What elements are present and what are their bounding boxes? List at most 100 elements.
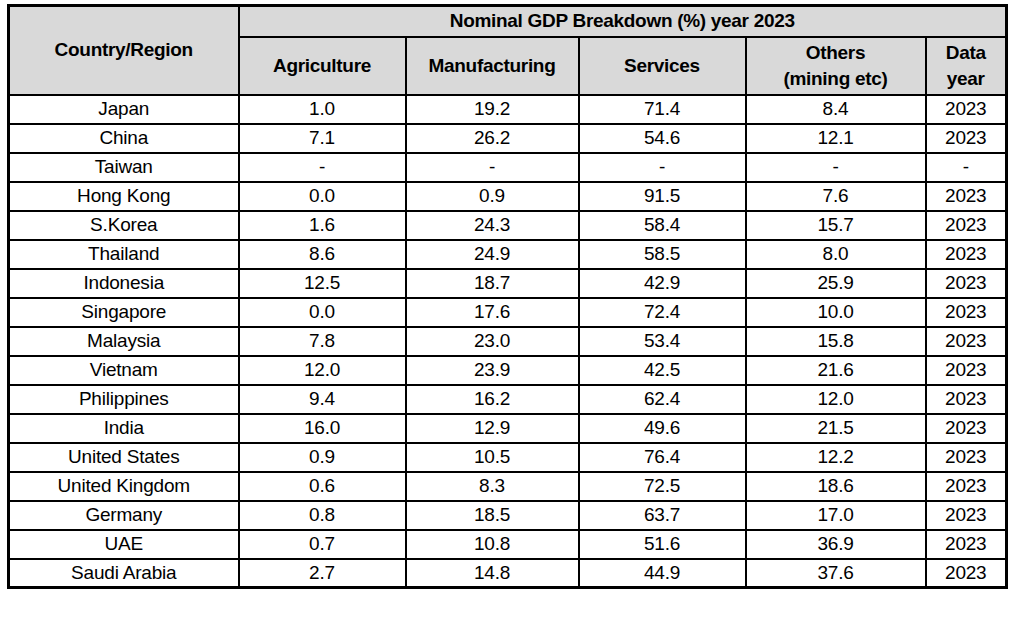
value-cell: 53.4: [579, 327, 746, 356]
value-cell: 9.4: [239, 385, 406, 414]
value-cell: 37.6: [746, 559, 926, 588]
value-cell: 0.7: [239, 530, 406, 559]
value-cell: 54.6: [579, 124, 746, 153]
table-row: United States0.910.576.412.22023: [9, 443, 1007, 472]
value-cell: 12.1: [746, 124, 926, 153]
value-cell: 76.4: [579, 443, 746, 472]
value-cell: 7.8: [239, 327, 406, 356]
value-cell: 8.0: [746, 240, 926, 269]
value-cell: 12.0: [239, 356, 406, 385]
value-cell: 0.9: [406, 182, 579, 211]
value-cell: 62.4: [579, 385, 746, 414]
value-cell: 91.5: [579, 182, 746, 211]
value-cell: 63.7: [579, 501, 746, 530]
value-cell: -: [406, 153, 579, 182]
value-cell: 19.2: [406, 95, 579, 124]
value-cell: 26.2: [406, 124, 579, 153]
table-row: Japan1.019.271.48.42023: [9, 95, 1007, 124]
value-cell: 71.4: [579, 95, 746, 124]
value-cell: 2023: [926, 269, 1007, 298]
country-cell: Saudi Arabia: [9, 559, 239, 588]
value-cell: 0.0: [239, 298, 406, 327]
country-cell: Malaysia: [9, 327, 239, 356]
column-header-services: Services: [579, 37, 746, 95]
value-cell: 12.2: [746, 443, 926, 472]
country-cell: Taiwan: [9, 153, 239, 182]
table-row: Saudi Arabia2.714.844.937.62023: [9, 559, 1007, 588]
value-cell: 2023: [926, 530, 1007, 559]
country-cell: United Kingdom: [9, 472, 239, 501]
value-cell: 17.0: [746, 501, 926, 530]
table-row: Thailand8.624.958.58.02023: [9, 240, 1007, 269]
country-cell: India: [9, 414, 239, 443]
value-cell: 42.5: [579, 356, 746, 385]
table-row: India16.012.949.621.52023: [9, 414, 1007, 443]
value-cell: 0.8: [239, 501, 406, 530]
column-header-others: Others (mining etc): [746, 37, 926, 95]
country-cell: S.Korea: [9, 211, 239, 240]
country-cell: Japan: [9, 95, 239, 124]
value-cell: 15.8: [746, 327, 926, 356]
value-cell: 7.1: [239, 124, 406, 153]
value-cell: 24.9: [406, 240, 579, 269]
page: Country/Region Nominal GDP Breakdown (%)…: [0, 0, 1012, 589]
value-cell: 8.3: [406, 472, 579, 501]
value-cell: -: [579, 153, 746, 182]
table-row: Indonesia12.518.742.925.92023: [9, 269, 1007, 298]
value-cell: 12.0: [746, 385, 926, 414]
value-cell: 2023: [926, 95, 1007, 124]
table-row: Vietnam12.023.942.521.62023: [9, 356, 1007, 385]
table-row: Philippines9.416.262.412.02023: [9, 385, 1007, 414]
country-cell: United States: [9, 443, 239, 472]
value-cell: 12.9: [406, 414, 579, 443]
value-cell: 18.6: [746, 472, 926, 501]
table-row: Singapore0.017.672.410.02023: [9, 298, 1007, 327]
corner-header-country-region: Country/Region: [9, 6, 239, 95]
value-cell: 14.8: [406, 559, 579, 588]
value-cell: 2023: [926, 385, 1007, 414]
value-cell: 72.5: [579, 472, 746, 501]
value-cell: 2023: [926, 240, 1007, 269]
table-row: S.Korea1.624.358.415.72023: [9, 211, 1007, 240]
table-row: UAE0.710.851.636.92023: [9, 530, 1007, 559]
value-cell: 2.7: [239, 559, 406, 588]
value-cell: 2023: [926, 472, 1007, 501]
value-cell: 2023: [926, 443, 1007, 472]
value-cell: 2023: [926, 124, 1007, 153]
country-cell: Hong Kong: [9, 182, 239, 211]
value-cell: 12.5: [239, 269, 406, 298]
group-header-row: Country/Region Nominal GDP Breakdown (%)…: [9, 6, 1007, 37]
country-cell: UAE: [9, 530, 239, 559]
value-cell: -: [239, 153, 406, 182]
table-body: Japan1.019.271.48.42023China7.126.254.61…: [9, 95, 1007, 588]
table-row: Malaysia7.823.053.415.82023: [9, 327, 1007, 356]
table-row: Taiwan-----: [9, 153, 1007, 182]
country-cell: Vietnam: [9, 356, 239, 385]
value-cell: 49.6: [579, 414, 746, 443]
value-cell: 21.6: [746, 356, 926, 385]
value-cell: 21.5: [746, 414, 926, 443]
country-cell: Thailand: [9, 240, 239, 269]
country-cell: Philippines: [9, 385, 239, 414]
table-row: Germany0.818.563.717.02023: [9, 501, 1007, 530]
value-cell: 2023: [926, 501, 1007, 530]
table-row: United Kingdom0.68.372.518.62023: [9, 472, 1007, 501]
value-cell: 0.9: [239, 443, 406, 472]
value-cell: 16.2: [406, 385, 579, 414]
value-cell: 2023: [926, 327, 1007, 356]
value-cell: 8.4: [746, 95, 926, 124]
value-cell: 15.7: [746, 211, 926, 240]
value-cell: 72.4: [579, 298, 746, 327]
value-cell: 10.5: [406, 443, 579, 472]
value-cell: 24.3: [406, 211, 579, 240]
table-title: Nominal GDP Breakdown (%) year 2023: [239, 6, 1007, 37]
value-cell: 2023: [926, 182, 1007, 211]
gdp-breakdown-table: Country/Region Nominal GDP Breakdown (%)…: [7, 4, 1008, 589]
column-header-data-year: Data year: [926, 37, 1007, 95]
value-cell: 0.0: [239, 182, 406, 211]
country-cell: Singapore: [9, 298, 239, 327]
value-cell: 42.9: [579, 269, 746, 298]
value-cell: 2023: [926, 414, 1007, 443]
value-cell: 16.0: [239, 414, 406, 443]
value-cell: 2023: [926, 356, 1007, 385]
